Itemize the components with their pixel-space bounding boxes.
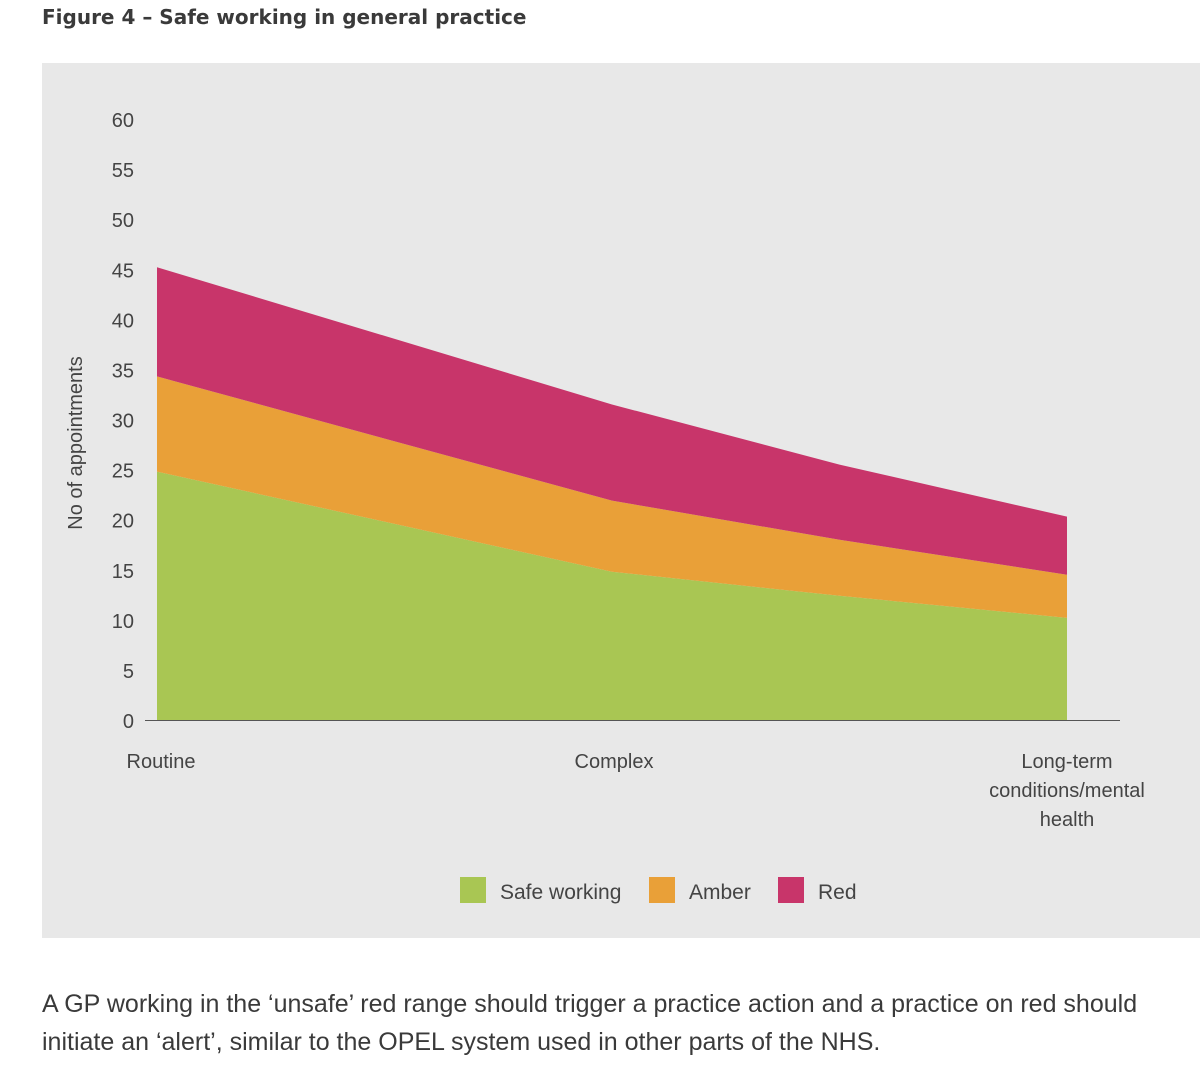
y-tick-label: 45: [112, 260, 134, 282]
stacked-area-chart: 0 5 10 15 20 25 30 35 40 45 50 55 60 No of appointmen…: [65, 110, 1145, 904]
legend-swatch-safe-working: [460, 877, 486, 903]
figure-title: Figure 4 – Safe working in general pract…: [42, 5, 527, 29]
y-tick-label: 0: [123, 711, 134, 733]
y-tick-label: 30: [112, 411, 134, 433]
legend-label: Red: [818, 881, 857, 904]
y-tick-label: 10: [112, 611, 134, 633]
area-amber: [157, 376, 1067, 618]
area-safe-working: [157, 471, 1067, 720]
y-tick-label: 55: [112, 160, 134, 182]
y-tick-label: 5: [123, 661, 134, 683]
legend-swatch-red: [778, 877, 804, 903]
area-red: [157, 267, 1067, 575]
y-tick-label: 50: [112, 210, 134, 232]
legend-label: Amber: [689, 881, 751, 904]
x-tick-label: Routine: [127, 751, 196, 773]
y-tick-label: 35: [112, 360, 134, 382]
x-tick-label: Complex: [575, 751, 654, 773]
legend-label: Safe working: [500, 881, 621, 904]
y-tick-label: 40: [112, 310, 134, 332]
legend-swatch-amber: [649, 877, 675, 903]
y-tick-label: 60: [112, 110, 134, 132]
y-tick-label: 25: [112, 461, 134, 483]
caption: A GP working in the ‘unsafe’ red range s…: [42, 990, 1138, 1056]
y-tick-label: 15: [112, 561, 134, 583]
x-tick-label: Long-term conditions/mental health: [989, 751, 1145, 831]
y-tick-label: 20: [112, 511, 134, 533]
y-axis-label: No of appointments: [65, 356, 87, 529]
